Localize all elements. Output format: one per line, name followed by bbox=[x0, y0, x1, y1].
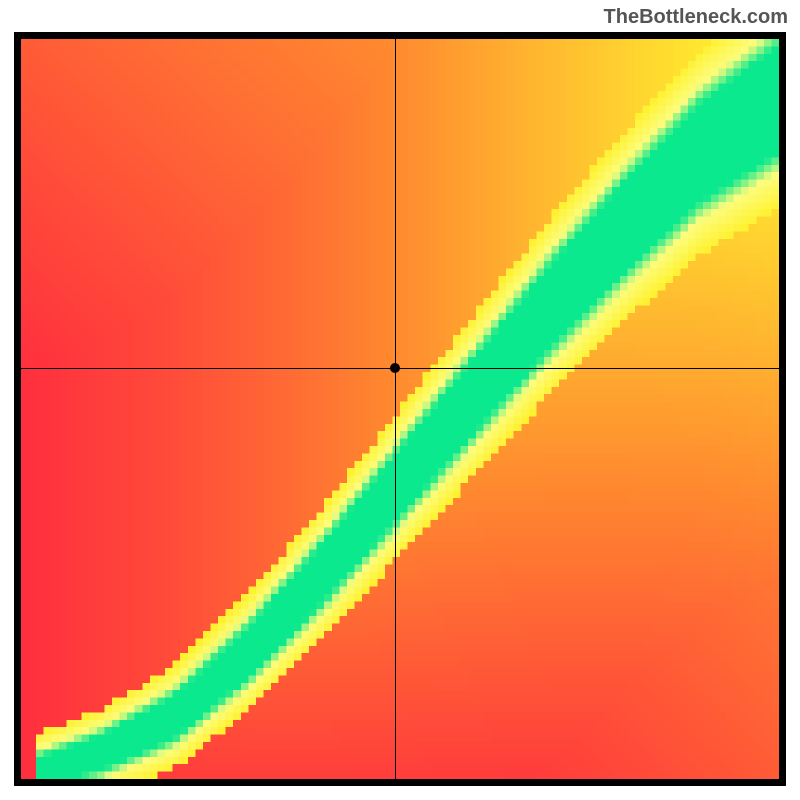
heatmap-chart bbox=[14, 32, 786, 786]
crosshair-horizontal bbox=[21, 368, 779, 369]
heatmap-canvas bbox=[21, 39, 779, 779]
chart-container: TheBottleneck.com bbox=[0, 0, 800, 800]
marker-dot bbox=[390, 363, 400, 373]
attribution-text: TheBottleneck.com bbox=[604, 6, 788, 29]
crosshair-vertical bbox=[395, 39, 396, 779]
